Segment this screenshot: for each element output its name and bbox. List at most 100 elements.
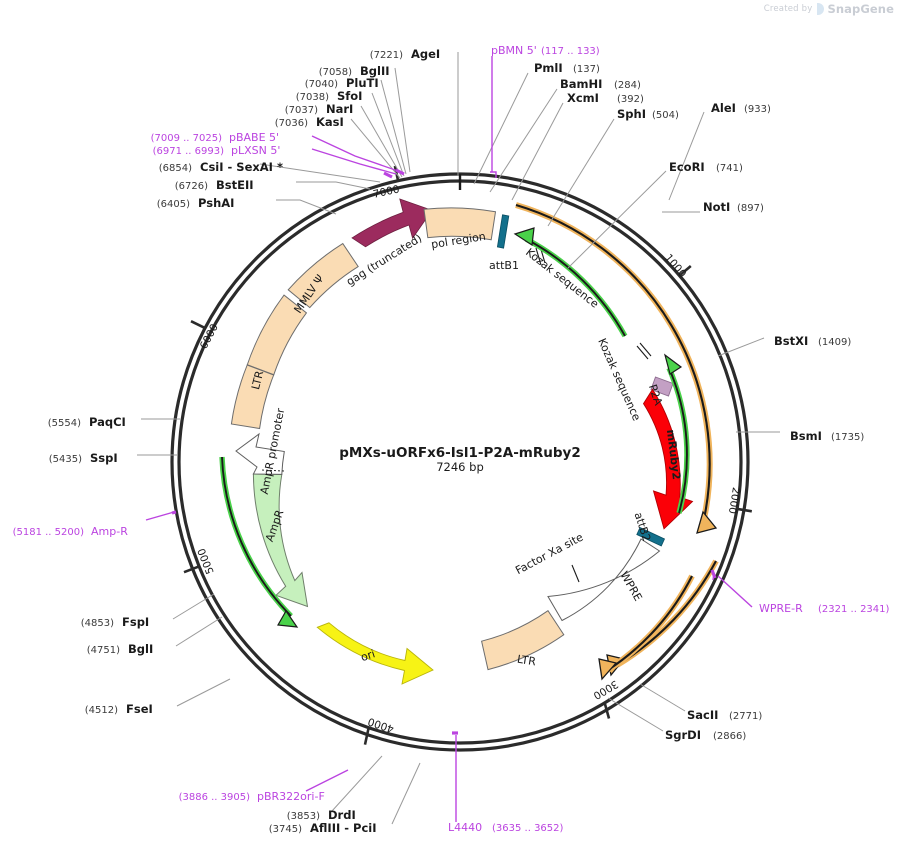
svg-text:(6971 .. 6993): (6971 .. 6993) — [153, 146, 225, 157]
svg-text:SfoI: SfoI — [337, 89, 362, 103]
svg-text:BamHI: BamHI — [560, 77, 602, 91]
svg-text:(1735): (1735) — [831, 432, 864, 443]
enzyme-label-bgli: (4751) BglI — [87, 642, 153, 656]
feature-label-wpre: WPRE — [617, 569, 644, 603]
svg-text:(1409): (1409) — [818, 337, 851, 348]
feature-label-kozak-sequence-1: Kozak sequence — [523, 246, 601, 311]
plasmid-name: pMXs-uORFx6-Isl1-P2A-mRuby2 — [339, 445, 581, 461]
svg-text:WPRE-R: WPRE-R — [759, 602, 803, 615]
snapgene-bookmark-icon — [816, 3, 824, 15]
svg-text:FspI: FspI — [122, 615, 149, 629]
svg-text:(117 .. 133): (117 .. 133) — [541, 46, 600, 57]
svg-text:EcoRI: EcoRI — [669, 160, 705, 174]
svg-text:(392): (392) — [617, 94, 644, 105]
svg-text:PluTI: PluTI — [346, 76, 379, 90]
svg-text:SgrDI: SgrDI — [665, 728, 701, 742]
svg-text:(5181 .. 5200): (5181 .. 5200) — [13, 527, 85, 538]
ruler-tick-label-2000: 2000 — [726, 486, 742, 514]
feature-ampr-promoter — [235, 432, 285, 475]
enzyme-label-nari: (7037) NarI — [285, 102, 354, 116]
enzyme-leader-lines — [137, 52, 780, 825]
svg-text:(5435): (5435) — [49, 454, 82, 465]
snapgene-watermark: Created by SnapGene — [764, 2, 894, 16]
enzyme-label-agei: (7221) AgeI — [370, 47, 440, 61]
ruler-tick-label-1000: 1000 — [662, 252, 688, 280]
svg-text:(7036): (7036) — [275, 118, 308, 129]
feature-p2a — [650, 376, 674, 397]
feature-label-ltr-top: LTR — [249, 369, 266, 391]
svg-text:KasI: KasI — [316, 115, 344, 129]
primer-label-l4440: L4440 (3635 .. 3652) — [448, 821, 564, 834]
feature-kozak-sequence-2 — [636, 342, 652, 360]
primer-green-1-head — [513, 227, 535, 247]
enzyme-label-kasi: (7036) KasI — [275, 115, 344, 129]
svg-text:(7040): (7040) — [305, 79, 338, 90]
feature-ltr-5prime — [246, 294, 308, 376]
feature-label-p2a: P2A — [646, 383, 665, 408]
svg-text:NarI: NarI — [326, 102, 353, 116]
feature-attb2 — [636, 526, 666, 547]
enzyme-label-xcmi: XcmI (392) — [567, 91, 644, 105]
svg-text:AflIII - PciI: AflIII - PciI — [310, 821, 377, 835]
primer-backbone-marks — [171, 168, 717, 735]
svg-text:(5554): (5554) — [48, 418, 81, 429]
svg-text:(3745): (3745) — [269, 824, 302, 835]
svg-text:(4751): (4751) — [87, 645, 120, 656]
enzyme-label-sfoi: (7038) SfoI — [296, 89, 363, 103]
feature-label-attb2: attB2 — [632, 511, 654, 543]
primer-green-3-head — [277, 609, 299, 628]
svg-text:pLXSN 5': pLXSN 5' — [231, 144, 280, 157]
svg-text:AgeI: AgeI — [411, 47, 440, 61]
svg-text:pBABE 5': pBABE 5' — [229, 131, 279, 144]
svg-text:AleI: AleI — [711, 101, 736, 115]
svg-text:SacII: SacII — [687, 708, 718, 722]
svg-text:(3886 .. 3905): (3886 .. 3905) — [179, 792, 251, 803]
svg-text:(6854): (6854) — [159, 163, 192, 174]
watermark-created-by-label: Created by — [763, 4, 813, 14]
feature-ampr — [252, 473, 309, 608]
svg-text:(3853): (3853) — [287, 811, 320, 822]
svg-text:XcmI: XcmI — [567, 91, 599, 105]
enzyme-label-sphi: SphI (504) — [617, 107, 679, 121]
ruler-tick-label-4000: 4000 — [366, 715, 395, 735]
primer-mark-ampr — [171, 510, 177, 515]
svg-text:(2321 .. 2341): (2321 .. 2341) — [818, 604, 890, 615]
svg-text:(6405): (6405) — [157, 199, 190, 210]
feature-attb1 — [496, 214, 510, 249]
feature-wpre — [547, 538, 661, 622]
enzyme-label-bglii: (7058) BglII — [319, 64, 390, 78]
enzyme-label-alei: AleI (933) — [711, 101, 771, 115]
enzyme-label-sspi: (5435) SspI — [49, 451, 118, 465]
enzyme-label-sacii: SacII (2771) — [687, 708, 762, 722]
feature-mmlv-psi — [287, 242, 359, 309]
plasmid-size: 7246 bp — [436, 460, 484, 474]
primer-orange-3 — [606, 574, 695, 673]
primer-label-pbmn-5prime: pBMN 5' (117 .. 133) — [491, 44, 600, 57]
enzyme-label-csii-sexai: (6854) CsiI - SexAI * — [159, 160, 283, 174]
feature-label-ori: ori — [359, 647, 377, 664]
svg-text:(7058): (7058) — [319, 67, 352, 78]
feature-ltr-left — [230, 364, 275, 430]
enzyme-label-pmli: PmlI (137) — [534, 61, 600, 75]
primer-label-pbr322ori-f: (3886 .. 3905) pBR322ori-F — [179, 790, 325, 803]
svg-text:(7009 .. 7025): (7009 .. 7025) — [151, 133, 223, 144]
enzyme-label-pshai: (6405) PshAI — [157, 196, 235, 210]
ruler-tick-1000: 1000 — [662, 252, 692, 280]
plasmid-title-block: pMXs-uORFx6-Isl1-P2A-mRuby2 7246 bp — [339, 445, 581, 474]
enzyme-label-ecori: EcoRI (741) — [669, 160, 743, 174]
svg-text:(4853): (4853) — [81, 618, 114, 629]
svg-text:DrdI: DrdI — [328, 808, 356, 822]
feature-track — [230, 198, 694, 685]
svg-text:(933): (933) — [744, 104, 771, 115]
feature-label-attb1: attB1 — [489, 259, 519, 272]
feature-ltr-3prime — [481, 609, 565, 671]
primer-orange-3-head — [598, 658, 618, 681]
feature-label-ltr-bottom: LTR — [516, 653, 537, 669]
svg-text:BglII: BglII — [360, 64, 390, 78]
svg-text:(6726): (6726) — [175, 181, 208, 192]
svg-text:FseI: FseI — [126, 702, 153, 716]
enzyme-labels: (7221) AgeI (7058) BglII (7040) PluTI (7… — [48, 47, 865, 835]
feature-label-mruby2: mRuby2 — [664, 429, 683, 481]
primer-green-2-head — [663, 353, 683, 375]
